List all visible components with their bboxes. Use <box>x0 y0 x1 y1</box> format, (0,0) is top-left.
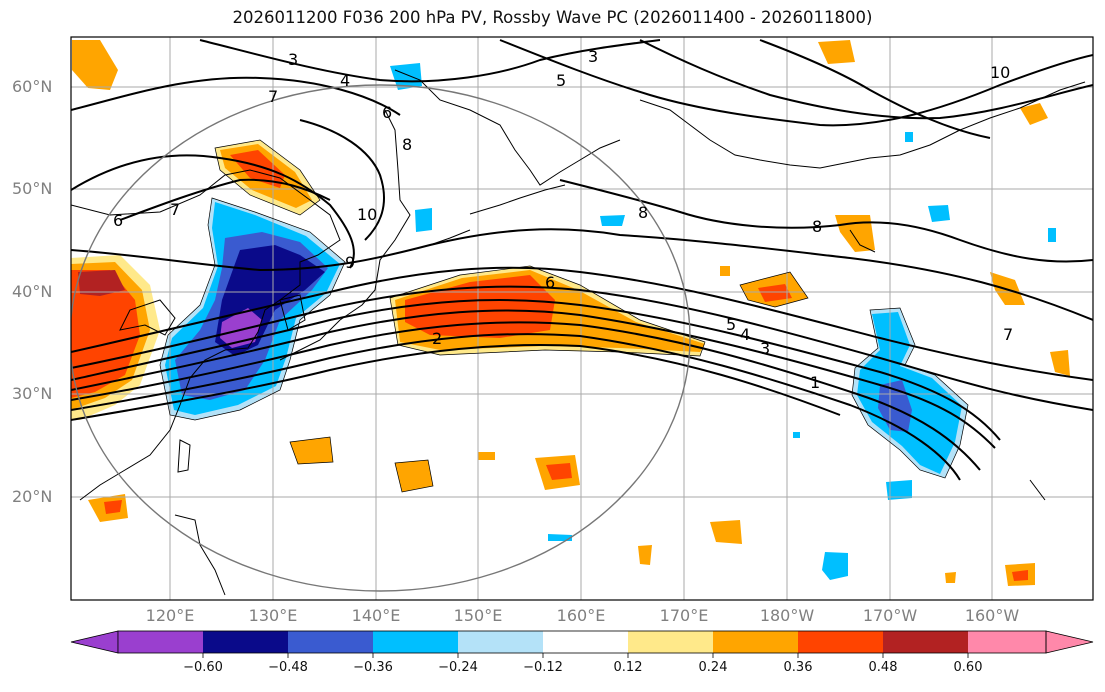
colorbar-tick-label: 0.48 <box>868 660 898 675</box>
colorbar-tick-label: −0.60 <box>183 660 223 675</box>
coastlines <box>71 69 1086 596</box>
colorbar-bin <box>458 631 543 653</box>
colorbar-tick-label: −0.12 <box>523 660 563 675</box>
lat-label: 60°N <box>12 77 53 96</box>
lon-label: 160°E <box>556 606 606 625</box>
contour-label: 10 <box>990 63 1010 82</box>
contour-label: 10 <box>357 205 377 224</box>
anomaly-outlines <box>159 139 969 493</box>
contour-label: 3 <box>760 339 770 358</box>
contour-label: 6 <box>382 103 392 122</box>
colorbar-bin <box>883 631 968 653</box>
pv-contours <box>71 39 1093 481</box>
lon-label: 120°E <box>145 606 195 625</box>
lat-label: 20°N <box>12 487 53 506</box>
colorbar-bin <box>628 631 713 653</box>
lon-label: 140°E <box>351 606 401 625</box>
lon-label: 130°E <box>248 606 298 625</box>
contour-label-group: 3 4 5 6 7 8 10 9 6 7 8 2 6 5 4 3 1 7 8 1… <box>113 47 1013 392</box>
contour-label: 4 <box>740 325 750 344</box>
lon-label: 150°E <box>453 606 503 625</box>
lon-label: 170°W <box>862 606 918 625</box>
lat-label: 30°N <box>12 384 53 403</box>
negative-anomalies <box>160 63 1056 580</box>
colorbar-bin <box>968 631 1046 653</box>
contour-label: 8 <box>638 203 648 222</box>
colorbar-bin <box>713 631 798 653</box>
contour-label: 5 <box>726 315 736 334</box>
colorbar-bin <box>288 631 373 653</box>
contour-label: 2 <box>432 329 442 348</box>
lon-label: 170°E <box>659 606 709 625</box>
contour-label: 5 <box>556 71 566 90</box>
colorbar-tick-label: 0.24 <box>698 660 728 675</box>
colorbar-bin <box>203 631 288 653</box>
colorbar-tick-label: −0.36 <box>353 660 393 675</box>
colorbar-bin <box>118 631 203 653</box>
contour-label: 4 <box>340 71 350 90</box>
colorbar-bin <box>543 631 628 653</box>
colorbar-bin <box>373 631 458 653</box>
colorbar-tick-label: 0.60 <box>953 660 983 675</box>
colorbar-tick-label: −0.48 <box>268 660 308 675</box>
contour-label: 1 <box>810 373 820 392</box>
contour-label: 7 <box>1003 325 1013 344</box>
contour-label: 8 <box>402 135 412 154</box>
map-frame <box>70 36 1094 601</box>
colorbar <box>70 630 1094 658</box>
colorbar-extend-high <box>1045 630 1094 654</box>
colorbar-tick-label: 0.12 <box>613 660 643 675</box>
radius-circle <box>71 84 691 592</box>
colorbar-outline <box>117 630 1047 654</box>
contour-label: 7 <box>170 200 180 219</box>
colorbar-bin <box>798 631 883 653</box>
colorbar-labels: −0.60 −0.48 −0.36 −0.24 −0.12 0.12 0.24 … <box>0 660 1105 684</box>
colorbar-tick-label: 0.36 <box>783 660 813 675</box>
colorbar-tick-label: −0.24 <box>438 660 478 675</box>
colorbar-extend-low <box>70 630 119 654</box>
contour-label: 6 <box>113 211 123 230</box>
contour-label: 6 <box>545 273 555 292</box>
contour-label: 7 <box>268 87 278 106</box>
lon-label: 160°W <box>964 606 1020 625</box>
contour-label: 8 <box>812 217 822 236</box>
lat-label: 50°N <box>12 179 53 198</box>
lat-label: 40°N <box>12 282 53 301</box>
lon-label: 180°W <box>759 606 815 625</box>
chart-title: 2026011200 F036 200 hPa PV, Rossby Wave … <box>232 8 873 27</box>
graticule <box>71 37 1093 600</box>
contour-label: 3 <box>588 47 598 66</box>
contour-label: 9 <box>345 253 355 272</box>
contour-label: 3 <box>288 50 298 69</box>
